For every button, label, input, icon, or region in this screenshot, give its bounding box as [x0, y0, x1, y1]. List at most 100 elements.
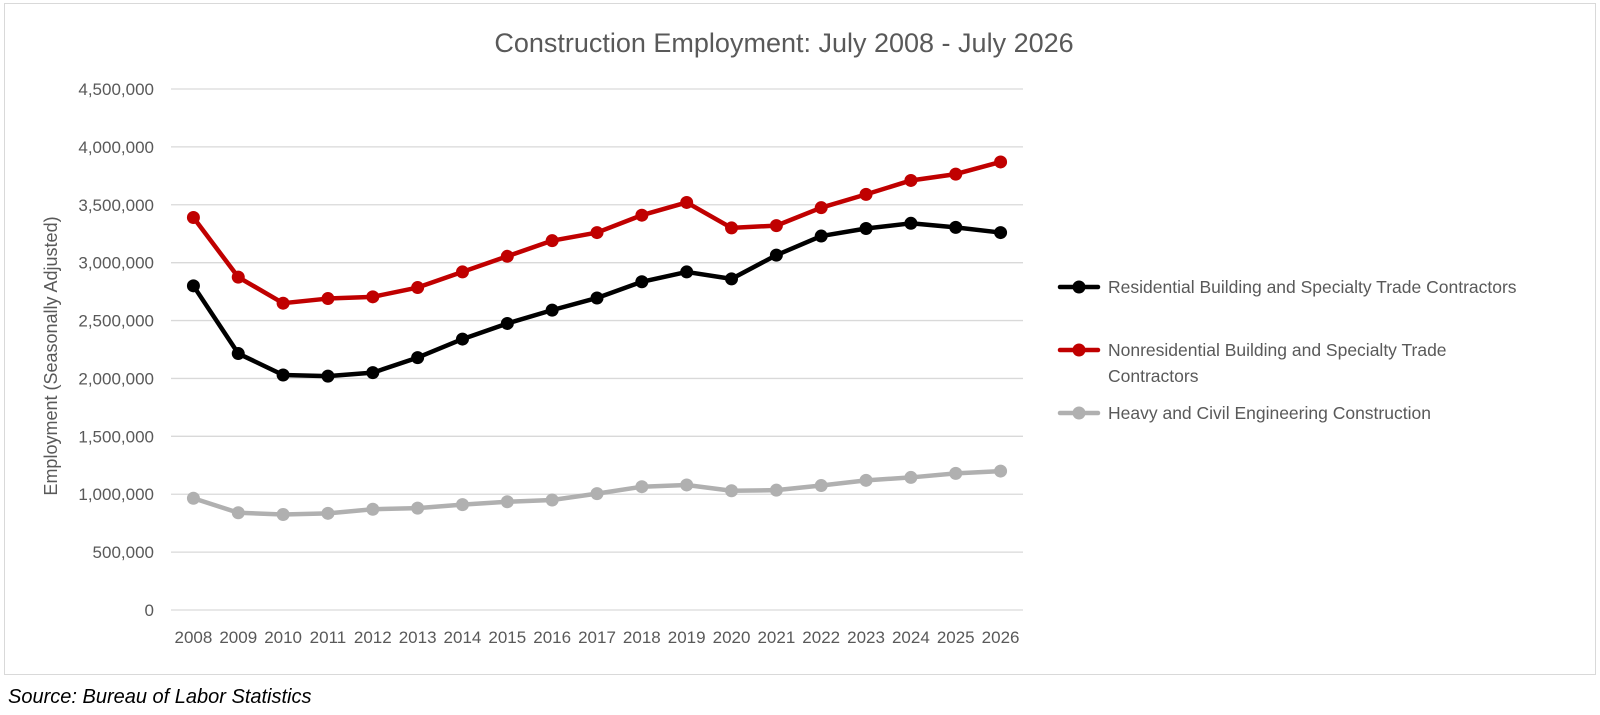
y-axis-ticks: 0 500,000 1,000,000 1,500,000 2,000,000 2,500…	[78, 80, 154, 620]
data-point	[814, 201, 828, 215]
data-point	[590, 487, 604, 501]
data-point	[231, 506, 245, 520]
data-point	[904, 173, 918, 187]
x-tick-label: 2025	[937, 628, 975, 647]
chart-title: Construction Employment: July 2008 - Jul…	[494, 28, 1073, 58]
series-1	[186, 216, 1008, 383]
data-point	[859, 187, 873, 201]
data-point	[680, 478, 694, 492]
y-tick-label: 0	[145, 601, 154, 620]
y-tick-label: 1,500,000	[78, 427, 154, 446]
data-point	[411, 501, 425, 515]
source-note: Source: Bureau of Labor Statistics	[8, 686, 312, 708]
x-tick-label: 2013	[399, 628, 437, 647]
y-tick-label: 1,000,000	[78, 485, 154, 504]
y-tick-label: 2,500,000	[78, 312, 154, 331]
data-point	[769, 248, 783, 262]
x-tick-label: 2021	[757, 628, 795, 647]
x-tick-label: 2017	[578, 628, 616, 647]
legend-swatch-marker	[1072, 343, 1086, 357]
legend: Residential Building and Specialty Trade…	[1057, 277, 1517, 423]
x-tick-label: 2024	[892, 628, 930, 647]
y-tick-label: 500,000	[93, 543, 154, 562]
data-point	[500, 316, 514, 330]
data-point	[725, 484, 739, 498]
gridlines	[171, 88, 1023, 611]
data-point	[321, 506, 335, 520]
data-point	[680, 195, 694, 209]
data-point	[186, 211, 200, 225]
data-point	[994, 226, 1008, 240]
legend-swatch-marker	[1072, 406, 1086, 420]
x-axis-ticks: 2008 2009 2010 2011 2012 2013 2014 2015 2016 2017…	[175, 628, 1020, 647]
y-axis-title: Employment (Seasonally Adjusted)	[41, 216, 61, 495]
data-point	[231, 347, 245, 361]
data-point	[500, 495, 514, 509]
x-tick-label: 2019	[668, 628, 706, 647]
chart-frame: Construction Employment: July 2008 - Jul…	[4, 3, 1596, 675]
data-point	[994, 155, 1008, 169]
x-tick-label: 2023	[847, 628, 885, 647]
line-chart: Construction Employment: July 2008 - Jul…	[41, 28, 1517, 647]
data-point	[231, 270, 245, 284]
data-point	[411, 281, 425, 295]
series-3	[186, 464, 1008, 521]
data-point	[276, 368, 290, 382]
data-point	[321, 292, 335, 306]
series-2	[186, 155, 1008, 310]
data-point	[769, 219, 783, 233]
data-point	[545, 493, 559, 507]
x-tick-label: 2012	[354, 628, 392, 647]
legend-label: Residential Building and Specialty Trade…	[1108, 277, 1517, 297]
x-tick-label: 2016	[533, 628, 571, 647]
data-point	[635, 208, 649, 222]
y-tick-label: 2,000,000	[78, 369, 154, 388]
data-point	[680, 265, 694, 279]
data-point	[411, 351, 425, 365]
data-point	[186, 491, 200, 505]
x-tick-label: 2009	[219, 628, 257, 647]
x-tick-label: 2018	[623, 628, 661, 647]
data-point	[455, 498, 469, 512]
data-point	[276, 296, 290, 310]
data-point	[859, 222, 873, 236]
data-point	[186, 279, 200, 293]
y-tick-label: 3,000,000	[78, 254, 154, 273]
x-tick-label: 2020	[713, 628, 751, 647]
data-point	[590, 226, 604, 240]
data-point	[366, 366, 380, 380]
data-point	[590, 291, 604, 305]
data-point	[949, 167, 963, 181]
data-point	[725, 272, 739, 286]
data-point	[949, 220, 963, 234]
data-point	[769, 483, 783, 497]
x-tick-label: 2014	[444, 628, 482, 647]
legend-swatch-marker	[1072, 280, 1086, 294]
y-tick-label: 3,500,000	[78, 196, 154, 215]
data-point	[814, 229, 828, 243]
data-point	[545, 234, 559, 248]
data-point	[366, 290, 380, 304]
data-point	[455, 332, 469, 346]
y-tick-label: 4,500,000	[78, 80, 154, 99]
data-point	[859, 473, 873, 487]
x-tick-label: 2010	[264, 628, 302, 647]
x-tick-label: 2022	[802, 628, 840, 647]
data-point	[994, 464, 1008, 478]
data-point	[814, 479, 828, 493]
legend-label: Nonresidential Building and Specialty Tr…	[1108, 340, 1447, 386]
data-point	[500, 249, 514, 263]
legend-label: Heavy and Civil Engineering Construction	[1108, 403, 1431, 423]
x-tick-label: 2011	[310, 628, 347, 647]
x-tick-label: 2026	[982, 628, 1020, 647]
data-point	[545, 303, 559, 317]
series-lines	[186, 155, 1008, 521]
data-point	[276, 507, 290, 521]
data-point	[366, 502, 380, 516]
data-point	[725, 221, 739, 235]
data-point	[455, 265, 469, 279]
legend-item: Nonresidential Building and Specialty Tr…	[1057, 340, 1447, 386]
x-tick-label: 2008	[175, 628, 213, 647]
data-point	[635, 480, 649, 494]
x-tick-label: 2015	[488, 628, 526, 647]
